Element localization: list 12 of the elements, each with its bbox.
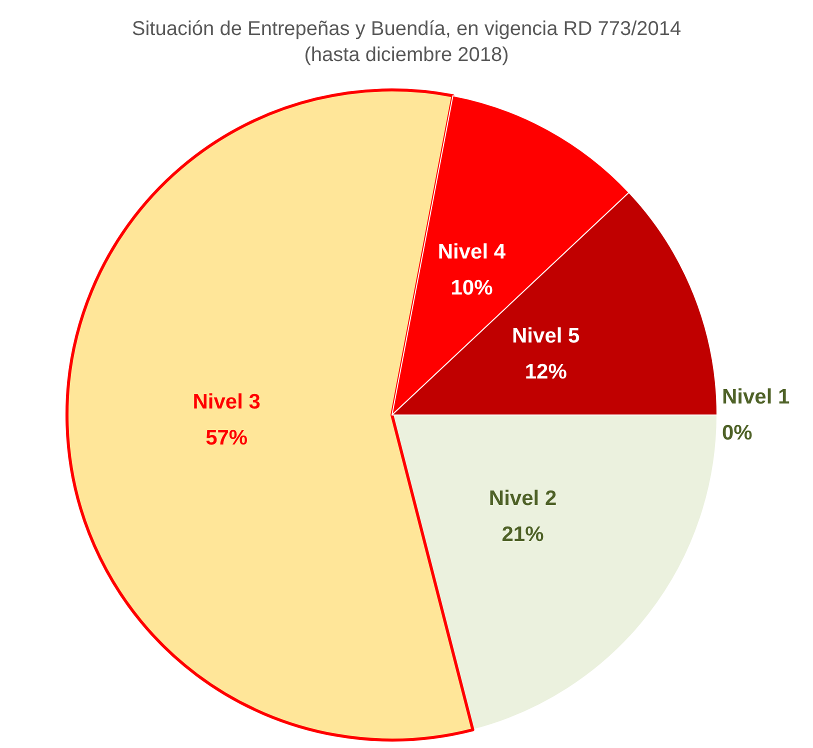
data-label: 21% (502, 522, 544, 546)
slice-label: Nivel 2 (488, 486, 557, 510)
category-label: Nivel 1 (722, 386, 790, 408)
data-label: 12% (524, 360, 568, 384)
data-label: 57% (206, 426, 248, 450)
slice-label: Nivel 3 (192, 390, 260, 414)
chart-subtitle: (hasta diciembre 2018) (304, 44, 509, 66)
chart-title: Situación de Entrepeñas y Buendía, en vigencia RD 773/2014 (132, 18, 682, 40)
slice-label: Nivel 5 (512, 324, 580, 348)
slice-label: Nivel 4 (438, 240, 506, 264)
data-label: 10% (450, 276, 494, 300)
text: 0% (722, 422, 752, 444)
